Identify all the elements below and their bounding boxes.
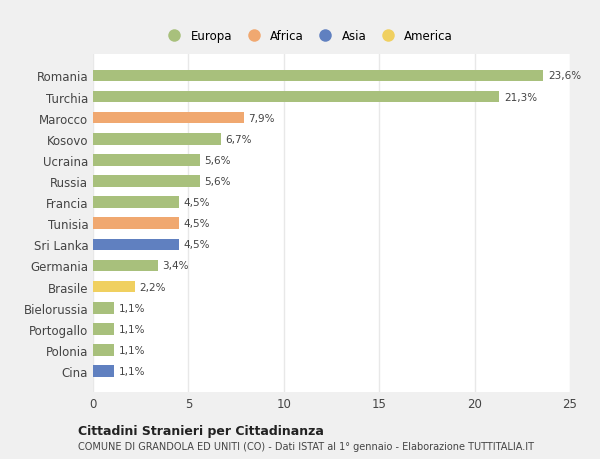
- Bar: [93, 344, 114, 356]
- Text: 4,5%: 4,5%: [184, 198, 210, 207]
- Text: 1,1%: 1,1%: [119, 303, 145, 313]
- Text: 21,3%: 21,3%: [504, 92, 537, 102]
- Bar: [93, 323, 114, 335]
- Bar: [93, 176, 200, 187]
- Bar: [93, 281, 135, 293]
- Text: 7,9%: 7,9%: [248, 113, 275, 123]
- Bar: [93, 218, 179, 230]
- Text: 2,2%: 2,2%: [140, 282, 166, 292]
- Text: 4,5%: 4,5%: [184, 240, 210, 250]
- Bar: [93, 302, 114, 314]
- Text: 3,4%: 3,4%: [163, 261, 189, 271]
- Text: 5,6%: 5,6%: [205, 156, 231, 166]
- Bar: [93, 134, 221, 145]
- Bar: [93, 197, 179, 208]
- Bar: [93, 365, 114, 377]
- Text: 1,1%: 1,1%: [119, 366, 145, 376]
- Legend: Europa, Africa, Asia, America: Europa, Africa, Asia, America: [160, 27, 455, 45]
- Bar: [93, 260, 158, 272]
- Bar: [93, 112, 244, 124]
- Text: 1,1%: 1,1%: [119, 324, 145, 334]
- Bar: [93, 239, 179, 251]
- Text: 5,6%: 5,6%: [205, 177, 231, 187]
- Bar: [93, 91, 499, 103]
- Text: COMUNE DI GRANDOLA ED UNITI (CO) - Dati ISTAT al 1° gennaio - Elaborazione TUTTI: COMUNE DI GRANDOLA ED UNITI (CO) - Dati …: [78, 441, 534, 451]
- Text: 1,1%: 1,1%: [119, 345, 145, 355]
- Text: 23,6%: 23,6%: [548, 71, 581, 81]
- Bar: [93, 70, 543, 82]
- Text: Cittadini Stranieri per Cittadinanza: Cittadini Stranieri per Cittadinanza: [78, 424, 324, 437]
- Text: 4,5%: 4,5%: [184, 219, 210, 229]
- Text: 6,7%: 6,7%: [226, 134, 252, 145]
- Bar: [93, 155, 200, 166]
